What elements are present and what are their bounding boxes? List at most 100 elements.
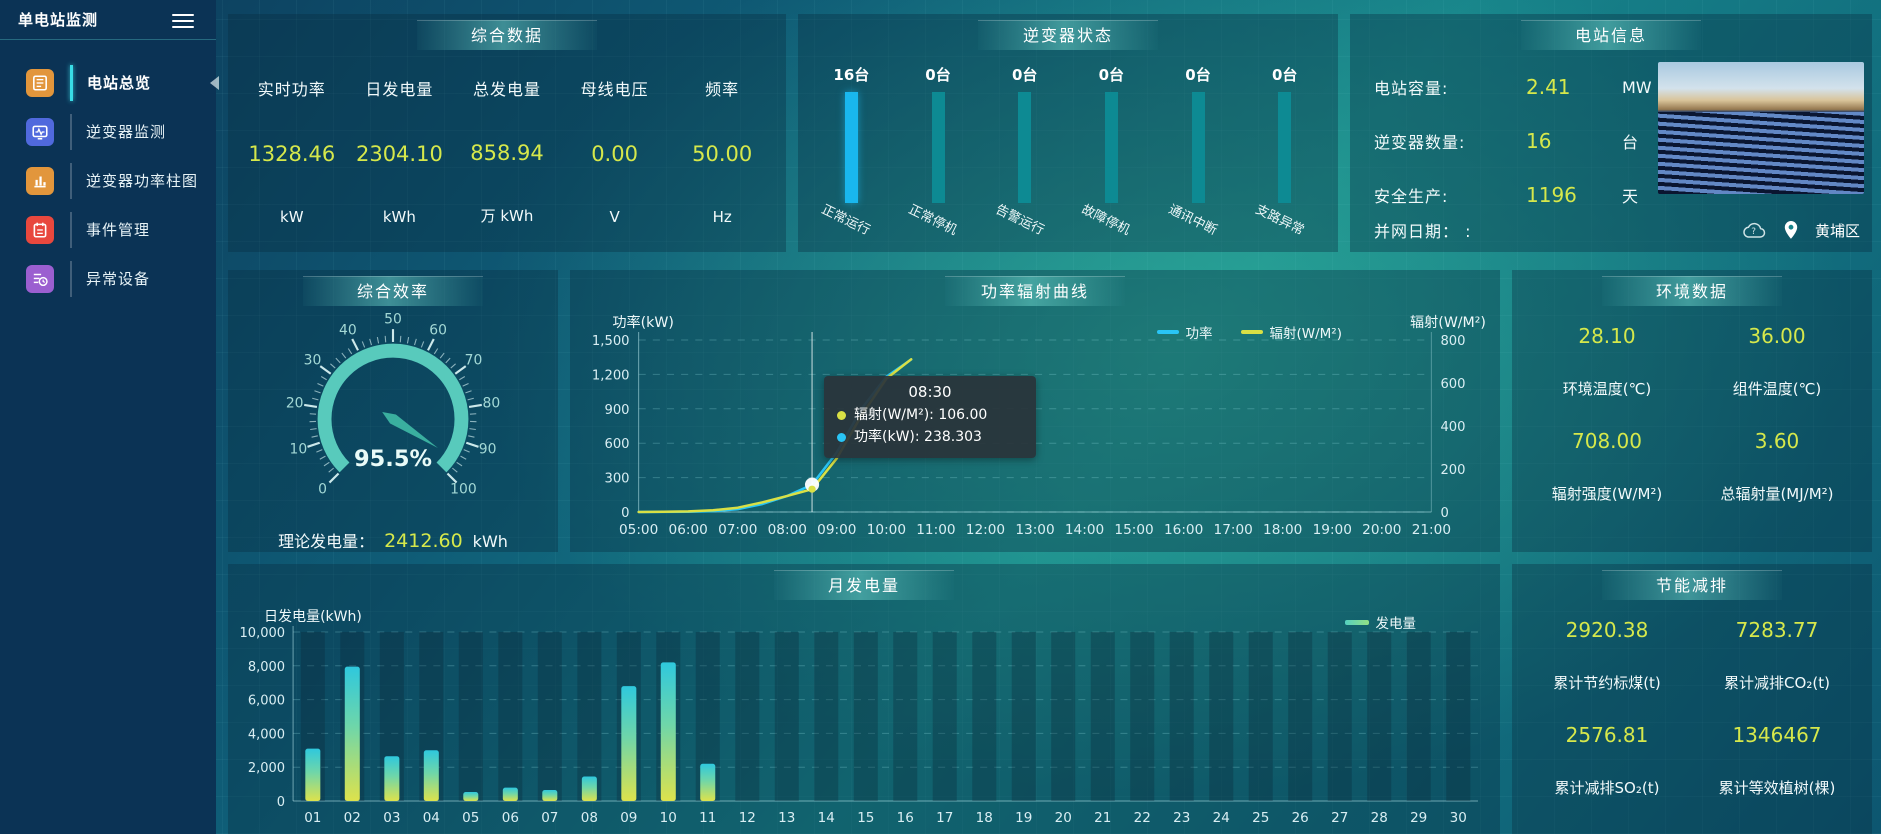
sidebar-item[interactable]: 异常设备 (0, 254, 216, 303)
saving-metric: 2920.38 累计节约标煤(t) (1522, 618, 1692, 693)
legend-item[interactable]: 功率 (1156, 322, 1213, 342)
legend-marker (1156, 330, 1179, 334)
svg-text:1,200: 1,200 (592, 368, 630, 383)
bar-background (893, 632, 918, 801)
panel-title: 环境数据 (1602, 276, 1782, 306)
sidebar-item-label: 事件管理 (86, 221, 151, 239)
metric-value: 1328.46 (248, 142, 336, 166)
panel-title: 逆变器状态 (978, 20, 1158, 50)
inverter-status-bar (1104, 92, 1118, 204)
environment-metric: 3.60 总辐射量(MJ/M²) (1692, 429, 1862, 504)
gauge-needle (382, 412, 438, 448)
bar-background (1209, 632, 1234, 801)
legend-marker (1240, 330, 1263, 334)
inverter-status-label-wrap: 正常运行 (819, 202, 877, 244)
panel-environment-data: 环境数据 28.10 环境温度(℃) 36.00 组件温度(℃) 708.00 … (1512, 270, 1872, 552)
sidebar-menu: 电站总览 逆变器监测 逆变器功率柱图 事件管理 异常设备 (0, 58, 219, 303)
metric-unit: kW (280, 208, 304, 226)
svg-text:18:00: 18:00 (1263, 522, 1302, 538)
svg-text:05:00: 05:00 (619, 522, 658, 538)
power-point-marker (804, 477, 820, 492)
y-axis-right-labels: 0 200 400 600 800 (1440, 334, 1465, 521)
active-indicator-line (70, 113, 72, 150)
metric-value: 2920.38 (1565, 618, 1649, 642)
bar-chart-legend[interactable]: 发电量 (1344, 612, 1417, 632)
svg-text:24: 24 (1213, 810, 1230, 826)
sidebar-item[interactable]: 逆变器功率柱图 (0, 156, 216, 205)
svg-text:16: 16 (897, 810, 914, 826)
svg-text:08: 08 (581, 810, 598, 826)
svg-text:0: 0 (1440, 506, 1448, 521)
svg-text:12:00: 12:00 (966, 522, 1005, 538)
svg-text:22: 22 (1134, 810, 1151, 826)
panel-monthly-generation: 月发电量 0 2,000 4,000 6,000 8,000 10,000 01 02 03 04… (228, 564, 1500, 834)
summary-metric: 日发电量 2304.10 kWh (346, 62, 454, 244)
svg-text:20:00: 20:00 (1362, 522, 1401, 538)
metric-label: 辐射强度(W/M²) (1551, 485, 1663, 503)
app-title: 单电站监测 (18, 11, 99, 29)
metric-label: 日发电量 (365, 80, 434, 99)
metric-label: 组件温度(℃) (1732, 380, 1822, 398)
svg-text:26: 26 (1292, 810, 1309, 826)
svg-text:60: 60 (429, 322, 447, 338)
location-pin-icon[interactable] (1783, 220, 1799, 240)
metric-value: 858.94 (470, 140, 544, 165)
sidebar-item[interactable]: 逆变器监测 (0, 107, 216, 156)
panel-title: 综合数据 (417, 20, 597, 50)
svg-text:13: 13 (778, 810, 795, 826)
menu-toggle-icon[interactable] (172, 10, 194, 32)
station-info-unit: 台 (1622, 133, 1639, 152)
sidebar: 单电站监测 电站总览 逆变器监测 逆变器功率柱图 事件管理 (0, 0, 219, 834)
chart-legend: 功率 辐射(W/M²) (1156, 322, 1342, 342)
bar-background (814, 632, 839, 801)
panel-energy-saving: 节能减排 2920.38 累计节约标煤(t) 7283.77 累计减排CO₂(t… (1512, 564, 1872, 834)
metric-label: 累计减排CO₂(t) (1724, 674, 1830, 692)
bar-background (774, 632, 799, 801)
saving-metric: 7283.77 累计减排CO₂(t) (1692, 618, 1862, 693)
station-info-unit: 天 (1622, 187, 1639, 206)
bar-background (735, 632, 760, 801)
metric-label: 总发电量 (472, 80, 541, 99)
legend-label: 发电量 (1375, 616, 1417, 632)
power-radiation-chart[interactable]: 0 300 600 900 1,200 1,500 0 200 400 600 800 05:00 06… (580, 314, 1490, 546)
monthly-generation-chart[interactable]: 0 2,000 4,000 6,000 8,000 10,000 01 02 03 04 05 06 0… (238, 608, 1490, 832)
metric-label: 累计减排SO₂(t) (1554, 779, 1660, 797)
legend-item[interactable]: 辐射(W/M²) (1240, 322, 1342, 342)
theoretical-generation-unit: kWh (472, 532, 508, 551)
metric-value: 3.60 (1754, 429, 1800, 453)
environment-metric: 28.10 环境温度(℃) (1522, 324, 1692, 399)
inverter-status-label-wrap: 正常停机 (906, 202, 964, 244)
station-info-label: 逆变器数量: (1374, 133, 1466, 152)
weather-cloud-icon[interactable]: ? (1741, 221, 1767, 239)
svg-text:07: 07 (541, 810, 558, 826)
svg-text:800: 800 (1440, 334, 1465, 349)
efficiency-gauge-chart: 0 10 20 30 40 50 60 70 80 90 100 95.5% (286, 312, 500, 497)
sidebar-item-label: 逆变器功率柱图 (86, 172, 199, 190)
metric-value: 28.10 (1578, 324, 1636, 348)
sidebar-item[interactable]: 电站总览 (0, 58, 219, 107)
grid-connection-date: 并网日期： : (1374, 222, 1472, 241)
saving-metric: 1346467 累计等效植树(棵) (1692, 723, 1862, 798)
inverter-status-column: 16台 正常运行 (808, 64, 895, 244)
bar-background (1327, 632, 1352, 801)
active-indicator-line (70, 162, 72, 199)
svg-text:25: 25 (1252, 810, 1269, 826)
svg-text:10:00: 10:00 (867, 522, 906, 538)
svg-text:16:00: 16:00 (1164, 522, 1203, 538)
sidebar-item-label: 电站总览 (87, 74, 152, 92)
sidebar-item-label: 逆变器监测 (86, 123, 167, 141)
station-info-label: 安全生产: (1374, 187, 1449, 206)
svg-text:08:00: 08:00 (768, 522, 807, 538)
inverter-status-label-wrap: 支路异常 (1253, 202, 1311, 244)
saving-metric: 2576.81 累计减排SO₂(t) (1522, 723, 1692, 798)
svg-text:900: 900 (604, 403, 629, 418)
inverter-status-label-wrap: 告警运行 (993, 202, 1051, 244)
sidebar-header: 单电站监测 (0, 0, 216, 40)
sidebar-item[interactable]: 事件管理 (0, 205, 216, 254)
metric-label: 总辐射量(MJ/M²) (1720, 485, 1834, 503)
summary-metric: 频率 50.00 Hz (668, 62, 776, 244)
svg-text:0: 0 (318, 481, 327, 497)
inverter-status-label: 通讯中断 (1166, 202, 1220, 239)
metric-unit: Hz (712, 208, 732, 226)
svg-text:01: 01 (304, 810, 321, 826)
